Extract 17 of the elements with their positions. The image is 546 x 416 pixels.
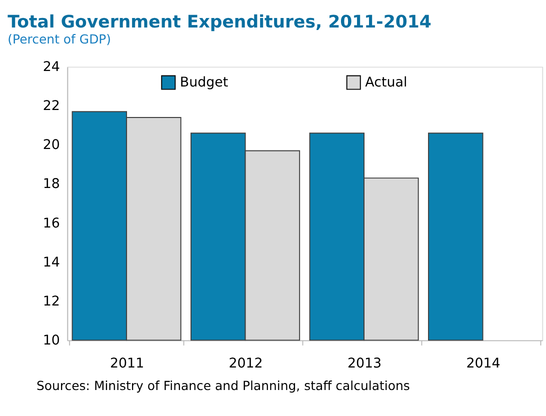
source-note: Sources: Ministry of Finance and Planning, staff calculations [36,378,410,394]
y-tick-label: 10 [42,334,60,349]
y-tick-label: 16 [42,216,60,232]
chart-subtitle: (Percent of GDP) [8,32,112,47]
y-tick-label: 22 [42,99,60,114]
legend-label: Actual [365,75,408,90]
y-tick-label: 20 [42,138,60,154]
legend-label: Budget [180,75,228,90]
y-tick-label: 12 [42,294,60,310]
y-tick-label: 18 [42,177,60,192]
x-tick-label: 2012 [228,356,263,372]
x-tick-label: 2013 [347,356,382,372]
y-tick-label: 24 [42,60,60,76]
y-tick-label: 14 [42,255,60,270]
chart-title: Total Government Expenditures, 2011-2014 [8,12,432,32]
x-tick-label: 2011 [110,356,144,372]
x-tick-label: 2014 [466,356,500,372]
